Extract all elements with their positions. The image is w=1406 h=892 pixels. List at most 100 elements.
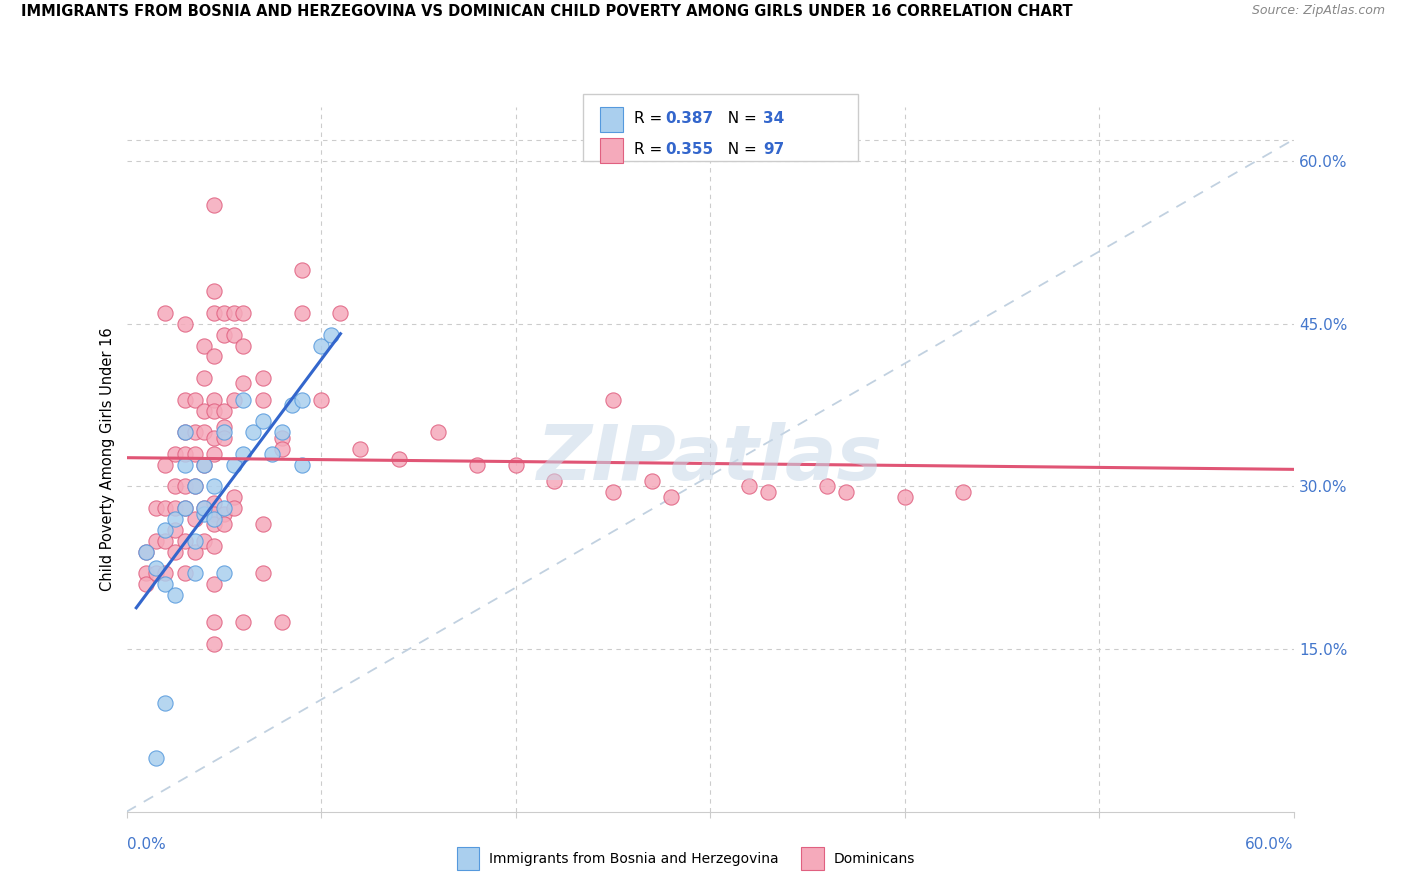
- Point: [183, 544, 205, 558]
- Point: [290, 392, 312, 407]
- Point: [271, 615, 294, 629]
- Text: R =: R =: [634, 142, 668, 157]
- Point: [202, 447, 225, 461]
- Point: [212, 327, 235, 342]
- Point: [271, 425, 294, 440]
- Point: [193, 403, 215, 417]
- Point: [202, 539, 225, 553]
- Point: [271, 442, 294, 456]
- Point: [174, 479, 197, 493]
- Point: [145, 501, 167, 516]
- Point: [202, 507, 225, 521]
- Point: [174, 425, 197, 440]
- Text: 97: 97: [763, 142, 785, 157]
- Point: [815, 479, 838, 493]
- Point: [222, 458, 245, 472]
- Point: [252, 517, 274, 532]
- Point: [193, 338, 215, 352]
- Point: [202, 615, 225, 629]
- Point: [212, 425, 235, 440]
- Point: [202, 285, 225, 299]
- Text: N =: N =: [718, 142, 762, 157]
- Text: 34: 34: [763, 111, 785, 126]
- Point: [271, 431, 294, 445]
- Point: [183, 425, 205, 440]
- Point: [212, 306, 235, 320]
- Point: [756, 484, 779, 499]
- Text: 0.355: 0.355: [665, 142, 713, 157]
- Point: [602, 484, 624, 499]
- Point: [155, 577, 177, 591]
- Point: [155, 566, 177, 581]
- Point: [202, 197, 225, 211]
- Point: [145, 533, 167, 548]
- Text: N =: N =: [718, 111, 762, 126]
- Point: [202, 496, 225, 510]
- Point: [165, 523, 187, 537]
- Point: [202, 350, 225, 364]
- Text: 0.387: 0.387: [665, 111, 713, 126]
- Point: [145, 750, 167, 764]
- Point: [290, 306, 312, 320]
- Point: [202, 637, 225, 651]
- Point: [193, 371, 215, 385]
- Point: [212, 566, 235, 581]
- Point: [183, 447, 205, 461]
- Point: [212, 431, 235, 445]
- Point: [349, 442, 371, 456]
- Point: [155, 523, 177, 537]
- Point: [222, 392, 245, 407]
- Point: [202, 479, 225, 493]
- Point: [738, 479, 761, 493]
- Point: [952, 484, 974, 499]
- Point: [155, 696, 177, 710]
- Point: [202, 431, 225, 445]
- Point: [183, 479, 205, 493]
- Point: [212, 517, 235, 532]
- Point: [212, 403, 235, 417]
- Point: [145, 561, 167, 575]
- Point: [659, 491, 682, 505]
- Point: [193, 533, 215, 548]
- Point: [388, 452, 411, 467]
- Point: [183, 392, 205, 407]
- Point: [640, 474, 664, 488]
- Point: [155, 533, 177, 548]
- Point: [893, 491, 915, 505]
- Point: [193, 501, 215, 516]
- Point: [135, 544, 157, 558]
- Point: [232, 306, 254, 320]
- Point: [281, 398, 304, 412]
- Point: [165, 544, 187, 558]
- Point: [232, 615, 254, 629]
- Point: [155, 501, 177, 516]
- Text: Source: ZipAtlas.com: Source: ZipAtlas.com: [1251, 4, 1385, 18]
- Point: [202, 512, 225, 526]
- Point: [232, 338, 254, 352]
- Point: [252, 414, 274, 428]
- Point: [174, 533, 197, 548]
- Point: [262, 447, 284, 461]
- Point: [174, 317, 197, 331]
- Point: [212, 420, 235, 434]
- Point: [135, 544, 157, 558]
- Text: ZIPatlas: ZIPatlas: [537, 423, 883, 496]
- Point: [543, 474, 565, 488]
- Point: [319, 327, 342, 342]
- Point: [155, 306, 177, 320]
- Point: [202, 403, 225, 417]
- Point: [183, 533, 205, 548]
- Y-axis label: Child Poverty Among Girls Under 16: Child Poverty Among Girls Under 16: [100, 327, 115, 591]
- Point: [222, 327, 245, 342]
- Point: [174, 392, 197, 407]
- Point: [135, 577, 157, 591]
- Point: [193, 425, 215, 440]
- Point: [222, 501, 245, 516]
- Point: [329, 306, 352, 320]
- Point: [232, 392, 254, 407]
- Point: [193, 507, 215, 521]
- Point: [174, 566, 197, 581]
- Point: [465, 458, 488, 472]
- Text: IMMIGRANTS FROM BOSNIA AND HERZEGOVINA VS DOMINICAN CHILD POVERTY AMONG GIRLS UN: IMMIGRANTS FROM BOSNIA AND HERZEGOVINA V…: [21, 4, 1073, 20]
- Point: [174, 425, 197, 440]
